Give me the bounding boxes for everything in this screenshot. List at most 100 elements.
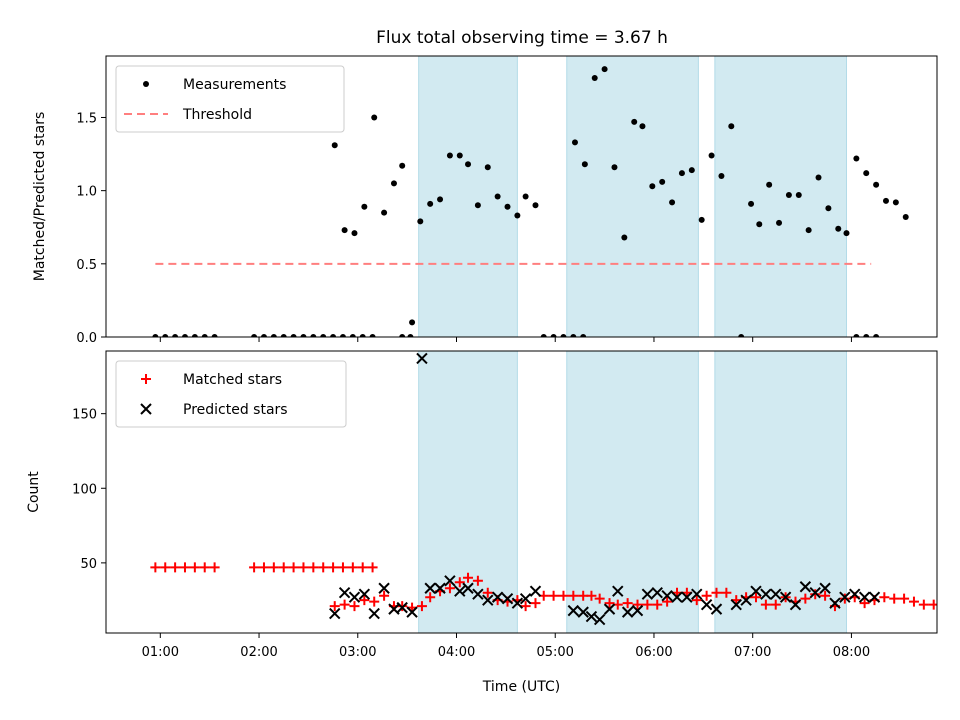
data-point-plus <box>189 562 200 573</box>
x-tick-label: 02:00 <box>240 645 277 660</box>
data-point-x <box>839 591 851 603</box>
data-point-plus <box>337 562 348 573</box>
x-tick-label: 04:00 <box>438 645 475 660</box>
data-point <box>580 334 587 337</box>
data-point-x <box>819 582 831 594</box>
data-point-plus <box>632 599 643 610</box>
legend-label: Predicted stars <box>183 402 288 418</box>
data-point <box>152 334 159 337</box>
plot-area <box>150 352 958 626</box>
data-point-x <box>348 591 361 603</box>
data-point <box>474 202 481 209</box>
data-point-x <box>593 613 606 626</box>
data-point <box>437 196 444 203</box>
data-point-x <box>621 606 634 618</box>
data-point-x <box>829 597 841 609</box>
data-point <box>795 192 802 199</box>
data-point-plus <box>339 599 350 610</box>
legend: Measurements Threshold <box>115 65 345 133</box>
shaded-interval-0 <box>418 55 518 338</box>
data-point-plus <box>839 593 850 604</box>
data-point <box>504 203 511 210</box>
data-point-x <box>681 591 693 603</box>
data-point-plus <box>770 599 781 610</box>
data-point-plus <box>367 562 378 573</box>
data-point <box>766 181 773 188</box>
data-point-plus <box>928 599 937 610</box>
data-point <box>494 193 501 200</box>
data-point-plus <box>652 599 663 610</box>
data-point-x <box>770 588 782 600</box>
data-point <box>310 334 317 337</box>
y-tick-label: 1.5 <box>76 111 97 126</box>
data-point-plus <box>349 601 360 612</box>
data-point-plus <box>328 562 339 573</box>
data-point <box>843 230 850 237</box>
data-point-plus <box>899 593 910 604</box>
data-point <box>550 334 557 337</box>
shaded-interval-2 <box>714 55 847 338</box>
data-point <box>873 334 880 337</box>
data-point-x <box>603 603 616 615</box>
plot-area <box>152 66 909 337</box>
data-point-plus <box>463 572 474 583</box>
data-point-x <box>329 607 341 620</box>
data-point-x <box>750 585 762 597</box>
data-point-x <box>868 591 881 603</box>
data-point <box>270 334 277 337</box>
data-point-x <box>529 585 542 597</box>
data-point-plus <box>889 593 900 604</box>
data-point-plus <box>472 575 483 586</box>
data-point <box>280 334 287 337</box>
data-point-plus <box>397 601 408 612</box>
data-point-plus <box>329 601 340 612</box>
shaded-interval-1 <box>566 55 699 338</box>
data-point-plus <box>268 562 279 573</box>
data-point-x <box>612 585 624 597</box>
chart-title: Flux total observing time = 3.67 h <box>376 28 668 48</box>
data-point <box>863 170 870 177</box>
data-point-x <box>809 587 821 599</box>
axes-frame <box>105 350 938 634</box>
shaded-interval-0 <box>418 350 518 634</box>
legend-marker-plus <box>141 374 151 384</box>
data-point <box>776 219 783 226</box>
data-point <box>341 227 348 234</box>
data-point <box>260 334 267 337</box>
data-point-plus <box>948 600 958 610</box>
data-point-x <box>472 588 484 600</box>
data-point-plus <box>859 598 870 609</box>
data-point <box>300 334 307 337</box>
data-point <box>417 218 424 225</box>
data-point <box>427 200 434 207</box>
data-point-plus <box>586 590 597 601</box>
shaded-interval-1 <box>566 350 699 634</box>
data-point <box>892 199 899 206</box>
data-point-x <box>710 603 723 615</box>
data-point <box>369 334 376 337</box>
data-point <box>330 334 337 337</box>
data-point-plus <box>820 590 831 601</box>
data-point-x <box>416 352 428 365</box>
data-point-x <box>740 594 752 606</box>
data-point-x <box>849 588 861 600</box>
data-point-plus <box>209 562 220 573</box>
data-point-plus <box>416 601 427 612</box>
data-point-plus <box>530 598 541 609</box>
data-point-plus <box>357 562 368 573</box>
data-point <box>678 170 685 177</box>
data-point-plus <box>662 596 673 607</box>
data-point-x <box>462 582 474 594</box>
data-point <box>532 202 539 209</box>
data-point-plus <box>721 587 732 598</box>
data-point-plus <box>482 587 493 598</box>
x-tick-label: 01:00 <box>142 645 179 660</box>
data-point-x <box>454 585 466 597</box>
x-tick-label: 08:00 <box>833 645 870 660</box>
data-point <box>718 173 725 180</box>
data-point-x <box>730 598 742 611</box>
data-point-plus <box>249 562 260 573</box>
data-point-x <box>511 597 524 609</box>
axes-frame <box>105 55 938 338</box>
data-point-plus <box>170 562 181 573</box>
